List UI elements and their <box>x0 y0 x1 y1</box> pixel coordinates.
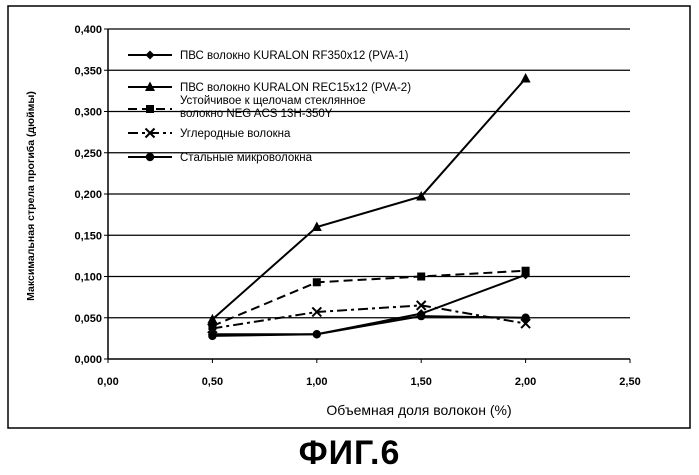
series-3-point <box>417 272 426 281</box>
series-5-point <box>521 313 530 322</box>
y-tick-label: 0,350 <box>74 65 102 77</box>
series-2-point <box>311 221 322 231</box>
y-tick-label: 0,000 <box>74 354 102 366</box>
legend-label-3: Устойчивое к щелочам стеклянное волокно N… <box>180 95 366 120</box>
legend-label-1: ПВС волокно KURALON RF350x12 (PVA-1) <box>180 50 409 62</box>
series-4-point <box>415 300 427 311</box>
legend-marker-2 <box>145 81 155 91</box>
chart-frame <box>7 5 691 429</box>
series-3-point <box>521 266 530 275</box>
x-tick-label: 1,50 <box>410 376 431 388</box>
legend-marker-5 <box>145 152 155 162</box>
x-axis-label: Объемная доля волокон (%) <box>326 402 511 418</box>
series-5-point <box>208 331 217 341</box>
legend-label-2: ПВС волокно KURALON REC15x12 (PVA-2) <box>180 82 411 94</box>
series-3-line <box>212 269 526 327</box>
series-2-point <box>520 73 531 83</box>
legend-marker-4 <box>144 127 156 139</box>
series-3-point <box>208 322 217 330</box>
legend-marker-1 <box>145 50 155 60</box>
legend-label-4: Углеродные волокна <box>180 128 291 140</box>
series-5-point <box>312 330 321 339</box>
x-tick-label: 0,50 <box>202 376 223 388</box>
series-5-point <box>417 311 426 321</box>
x-tick-label: 0,00 <box>97 376 118 388</box>
series-2-line <box>211 77 527 321</box>
legend-label-line: Устойчивое к щелочам стеклянное <box>180 95 366 107</box>
x-marker-stroke <box>207 323 218 334</box>
series-4-point <box>207 323 218 334</box>
series-3-point <box>312 278 321 287</box>
y-tick-label: 0,250 <box>74 148 102 160</box>
y-tick-label: 0,050 <box>74 313 102 325</box>
series-5-line <box>212 315 526 337</box>
legend-label-line: волокно NEG ACS 13H-350Y <box>180 108 333 120</box>
y-tick-label: 0,200 <box>74 189 102 201</box>
y-tick-label: 0,300 <box>74 107 102 119</box>
series-2-point <box>416 190 427 201</box>
x-marker-stroke <box>415 300 427 311</box>
legend-marker-3 <box>146 105 154 113</box>
y-tick-label: 0,400 <box>74 24 102 36</box>
y-tick-label: 0,100 <box>74 272 102 284</box>
x-tick-label: 1,00 <box>306 376 327 388</box>
series-2-point <box>207 313 218 324</box>
x-tick-label: 2,50 <box>619 376 640 388</box>
y-tick-label: 0,150 <box>74 230 102 242</box>
legend-label-5: Стальные микроволокна <box>180 152 313 164</box>
y-axis-label: Максимальная стрела прогиба (дюймы) <box>25 91 37 301</box>
figure-caption: ФИГ.6 <box>298 434 401 472</box>
x-tick-label: 2,00 <box>515 376 536 388</box>
x-marker-stroke <box>311 306 323 318</box>
series-4-point <box>311 306 323 318</box>
x-marker-stroke <box>144 127 156 139</box>
